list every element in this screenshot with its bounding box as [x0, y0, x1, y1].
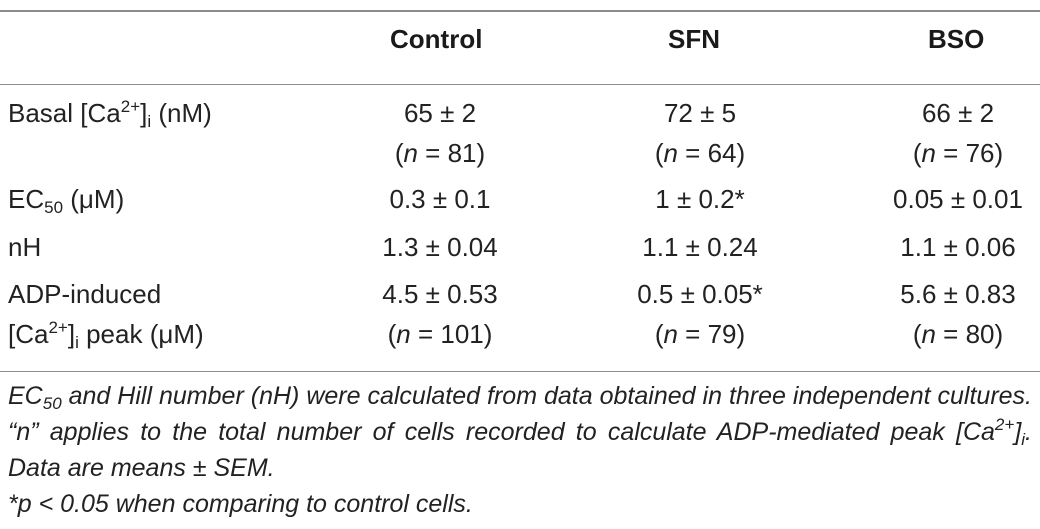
- row-label-adp-line2: [Ca2+]i peak (μM): [8, 318, 204, 352]
- basal-control-n: (n = 81): [394, 138, 486, 168]
- row-label-adp-line1: ADP-induced: [8, 279, 162, 309]
- basal-bso-n: (n = 76): [912, 138, 1004, 168]
- row-label-nh: nH: [8, 232, 42, 262]
- basal-sfn-value: 72 ± 5: [663, 98, 737, 128]
- adp-sfn-n: (n = 79): [654, 319, 746, 349]
- nh-sfn-value: 1.1 ± 0.24: [642, 232, 758, 262]
- nh-control-value: 1.3 ± 0.04: [382, 232, 498, 262]
- basal-control-value: 65 ± 2: [403, 98, 477, 128]
- header-rule: [0, 84, 1040, 85]
- significance-footnote: *p < 0.05 when comparing to control cell…: [8, 490, 473, 518]
- header-control: Control: [390, 24, 483, 54]
- basal-bso-value: 66 ± 2: [921, 98, 995, 128]
- adp-control-n: (n = 101): [387, 319, 493, 349]
- adp-bso-n: (n = 80): [912, 319, 1004, 349]
- nh-bso-value: 1.1 ± 0.06: [900, 232, 1016, 262]
- adp-control-value: 4.5 ± 0.53: [382, 279, 498, 309]
- table-bottom-rule: [0, 371, 1040, 372]
- adp-sfn-value: 0.5 ± 0.05*: [637, 279, 763, 309]
- ec50-bso-value: 0.05 ± 0.01: [893, 184, 1023, 214]
- ec50-control-value: 0.3 ± 0.1: [389, 184, 491, 214]
- row-label-ec50: EC50 (μM): [8, 184, 125, 217]
- table-footnote: EC50 and Hill number (nH) were calculate…: [8, 382, 1032, 482]
- row-label-basal-ca: Basal [Ca2+]i (nM): [8, 97, 212, 131]
- adp-bso-value: 5.6 ± 0.83: [900, 279, 1016, 309]
- ec50-sfn-value: 1 ± 0.2*: [655, 184, 745, 214]
- table-top-rule: [0, 10, 1040, 12]
- header-bso: BSO: [928, 24, 985, 54]
- header-sfn: SFN: [668, 24, 720, 54]
- basal-sfn-n: (n = 64): [654, 138, 746, 168]
